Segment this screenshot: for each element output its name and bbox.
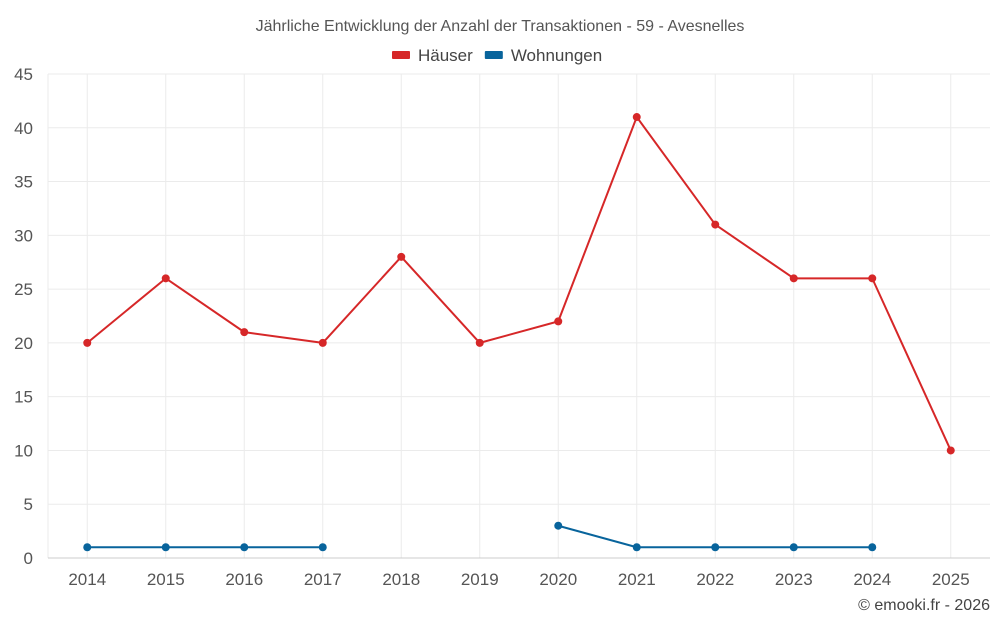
y-tick-label-5: 5 <box>24 495 33 514</box>
series-1-point-2016 <box>240 543 249 552</box>
y-axis: 0 5 10 15 20 25 30 35 40 45 <box>14 65 33 568</box>
legend-label-0: Häuser <box>418 46 473 65</box>
x-tick-label-2017: 2017 <box>304 570 342 589</box>
series-1-point-2024 <box>868 543 877 552</box>
x-tick-label-2023: 2023 <box>775 570 813 589</box>
series-1-point-2021 <box>632 543 641 552</box>
x-tick-label-2019: 2019 <box>461 570 499 589</box>
series-0-point-2017 <box>318 338 327 347</box>
series-0-point-2014 <box>83 338 92 347</box>
series-0-line-0 <box>86 116 952 451</box>
x-tick-label-2018: 2018 <box>382 570 420 589</box>
y-tick-label-0: 0 <box>24 549 33 568</box>
y-tick-label-45: 45 <box>14 65 33 84</box>
series-1-point-2023 <box>789 543 798 552</box>
series-1-point-2022 <box>711 543 720 552</box>
legend-swatch-0 <box>392 51 410 59</box>
x-tick-label-2024: 2024 <box>853 570 891 589</box>
plot-area <box>83 113 955 552</box>
series-0-point-2018 <box>397 252 406 261</box>
series-0-point-2025 <box>946 446 955 455</box>
chart-title: Jährliche Entwicklung der Anzahl der Tra… <box>256 18 745 35</box>
x-tick-label-2014: 2014 <box>68 570 106 589</box>
series-0-point-2016 <box>240 328 249 337</box>
series-0-point-2024 <box>868 274 877 283</box>
grid <box>47 73 990 559</box>
y-tick-label-30: 30 <box>14 226 33 245</box>
series-0-point-2020 <box>554 317 563 326</box>
series-0-point-2022 <box>711 220 720 229</box>
x-tick-label-2016: 2016 <box>225 570 263 589</box>
y-tick-label-10: 10 <box>14 441 33 460</box>
series-0-point-2021 <box>632 113 641 122</box>
series-0-point-2023 <box>789 274 798 283</box>
series-1-point-2015 <box>161 543 170 552</box>
y-tick-label-20: 20 <box>14 334 33 353</box>
x-tick-label-2020: 2020 <box>539 570 577 589</box>
x-tick-label-2025: 2025 <box>932 570 970 589</box>
legend: Häuser Wohnungen <box>392 46 602 65</box>
x-tick-label-2021: 2021 <box>618 570 656 589</box>
series-0-point-2019 <box>475 338 484 347</box>
x-tick-label-2015: 2015 <box>147 570 185 589</box>
x-axis: 2014 2015 2016 2017 2018 2019 2020 2021 2022 2023… <box>48 557 990 589</box>
series-1-point-2020 <box>554 521 563 530</box>
y-tick-label-35: 35 <box>14 173 33 192</box>
series-0-point-2015 <box>161 274 170 283</box>
legend-label-1: Wohnungen <box>511 46 602 65</box>
y-tick-label-15: 15 <box>14 388 33 407</box>
legend-swatch-1 <box>484 51 503 59</box>
series-1-point-2017 <box>318 543 327 552</box>
series-1-point-2014 <box>83 543 92 552</box>
y-tick-label-40: 40 <box>14 119 33 138</box>
credit-text: © emooki.fr - 2026 <box>858 597 990 614</box>
x-tick-label-2022: 2022 <box>696 570 734 589</box>
y-tick-label-25: 25 <box>14 280 33 299</box>
